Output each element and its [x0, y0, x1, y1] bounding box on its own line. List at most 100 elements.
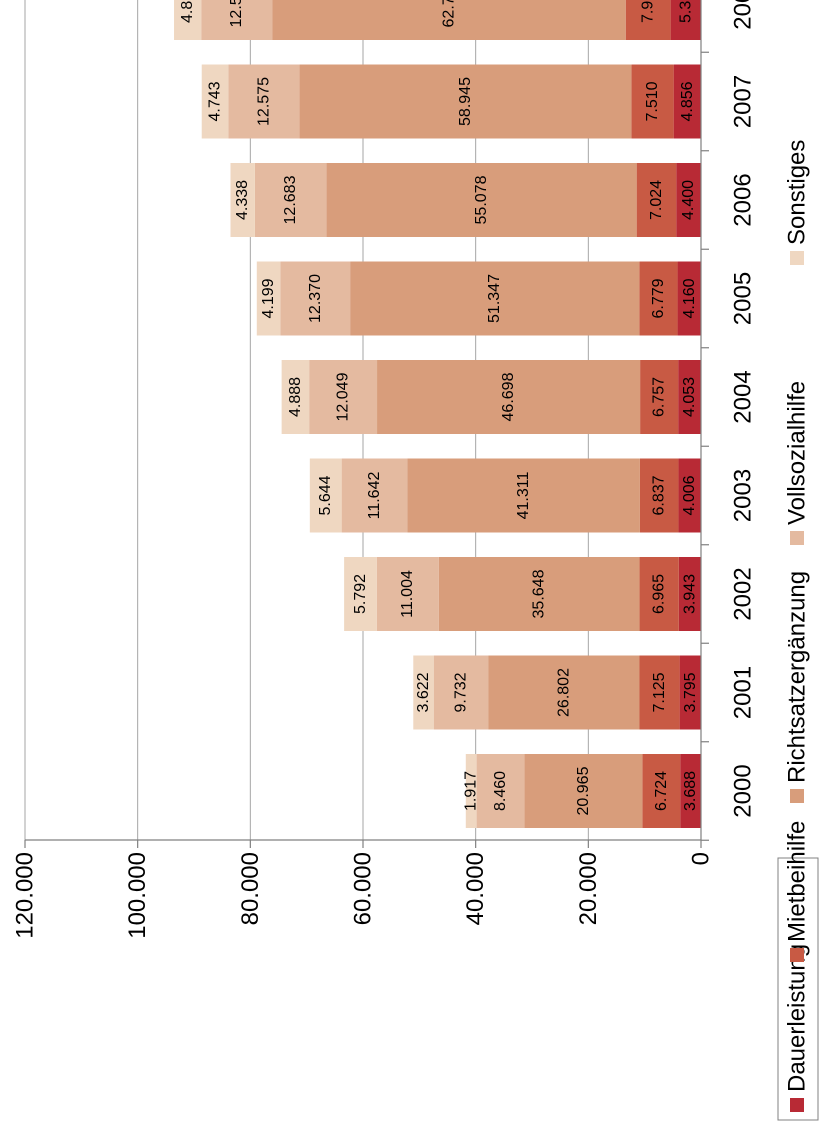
category-label: 2000 — [730, 764, 757, 817]
value-tick-label: 0 — [688, 852, 715, 865]
data-label: 6.757 — [651, 377, 668, 417]
value-tick-label: 120.000 — [12, 852, 39, 939]
legend-label: Dauerleistung — [784, 944, 811, 1092]
bars — [174, 0, 701, 828]
data-label: 6.965 — [651, 574, 668, 614]
data-label: 6.724 — [653, 771, 670, 811]
bar-segment — [376, 557, 439, 631]
bar-segment — [299, 64, 632, 139]
bar-segment — [488, 655, 640, 730]
category-label: 2007 — [730, 75, 757, 128]
data-label: 6.837 — [651, 475, 668, 515]
data-label: 5.393 — [677, 0, 694, 23]
legend-label: Sonstiges — [784, 140, 811, 245]
data-label: 5.644 — [317, 475, 334, 515]
bar-segment — [413, 655, 434, 730]
data-label: 1.917 — [463, 771, 480, 811]
bar-segment — [280, 261, 351, 336]
data-label: 4.338 — [234, 180, 251, 220]
data-label: 20.965 — [575, 766, 592, 815]
bar-segment — [639, 655, 680, 730]
bar-segment — [344, 557, 377, 631]
category-label: 2006 — [730, 173, 757, 226]
bar-segment — [642, 754, 681, 828]
data-label: 5.792 — [352, 574, 369, 614]
data-label: 4.160 — [681, 278, 698, 318]
data-label: 26.802 — [555, 668, 572, 717]
value-tick-label: 80.000 — [237, 852, 264, 925]
data-label: 3.795 — [682, 672, 699, 712]
bar-segment — [228, 64, 300, 139]
data-label: 35.648 — [531, 569, 548, 618]
data-label: 12.595 — [228, 0, 245, 27]
category-label: 2002 — [730, 567, 757, 620]
data-label: 11.004 — [399, 570, 416, 618]
legend-swatch — [790, 789, 804, 803]
data-label: 7.125 — [651, 672, 668, 712]
data-label: 4.400 — [680, 180, 697, 220]
bar-segment — [433, 655, 489, 730]
category-label: 2005 — [730, 272, 757, 325]
bar-segment — [678, 458, 701, 533]
bar-segment — [341, 458, 408, 533]
bar-segment — [230, 163, 255, 237]
data-label: 12.575 — [255, 77, 272, 126]
bar-segment — [676, 163, 701, 237]
data-label: 11.642 — [366, 472, 383, 520]
bar-segment — [670, 0, 701, 40]
bar-segment — [254, 163, 327, 237]
bar-segment — [678, 557, 701, 631]
bar-segment — [677, 261, 701, 336]
bar-segment — [407, 458, 640, 533]
legend-label: Richtsatzergänzung — [784, 571, 811, 783]
bar-segment — [640, 360, 679, 434]
value-tick-label: 20.000 — [575, 852, 602, 925]
category-label: 2001 — [730, 666, 757, 719]
data-label: 12.370 — [307, 274, 324, 323]
value-tick-label: 60.000 — [350, 852, 377, 925]
data-label: 4.053 — [681, 377, 698, 417]
category-label: 2004 — [730, 370, 757, 423]
data-label: 3.622 — [415, 672, 432, 712]
data-label: 55.078 — [473, 175, 490, 224]
data-label: 4.199 — [260, 278, 277, 318]
data-label: 3.943 — [681, 574, 698, 614]
bar-segment — [438, 557, 640, 631]
segment-labels: 3.688 6.724 20.965 8.460 1.917 3.795 7.125 26.8… — [179, 0, 699, 815]
data-label: 4.888 — [287, 377, 304, 417]
bar-segment — [272, 0, 626, 40]
bar-segment — [679, 655, 701, 730]
bar-segment — [281, 360, 310, 434]
data-label: 4.006 — [681, 475, 698, 515]
bar-segment — [309, 458, 342, 533]
bar-segment — [524, 754, 643, 828]
data-label: 4.743 — [207, 81, 224, 121]
legend-swatch — [790, 948, 804, 962]
bar-segment — [256, 261, 281, 336]
data-label: 12.049 — [335, 372, 352, 421]
bar-segment — [201, 64, 229, 139]
category-label: 2008 — [730, 0, 757, 30]
legend-swatch — [790, 1098, 804, 1112]
legend-label: Vollsozialhilfe — [784, 381, 811, 525]
data-label: 4.856 — [679, 81, 696, 121]
data-label: 41.311 — [515, 472, 532, 520]
bar-segment — [174, 0, 202, 40]
category-label: 2003 — [730, 469, 757, 522]
data-label: 3.688 — [682, 771, 699, 811]
bar-segment — [631, 64, 674, 139]
data-label: 12.683 — [282, 175, 299, 224]
bar-segment — [309, 360, 378, 434]
legend-label: Mietbeihilfe — [784, 821, 811, 942]
data-label: 7.510 — [644, 81, 661, 121]
legend-box — [777, 857, 819, 1121]
bar-segment — [639, 557, 679, 631]
bar-segment — [350, 261, 640, 336]
value-tick-label: 40.000 — [462, 852, 489, 925]
data-label: 4.827 — [179, 0, 196, 23]
bar-segment — [639, 458, 679, 533]
bar-segment — [476, 754, 525, 828]
data-label: 46.698 — [500, 372, 517, 421]
